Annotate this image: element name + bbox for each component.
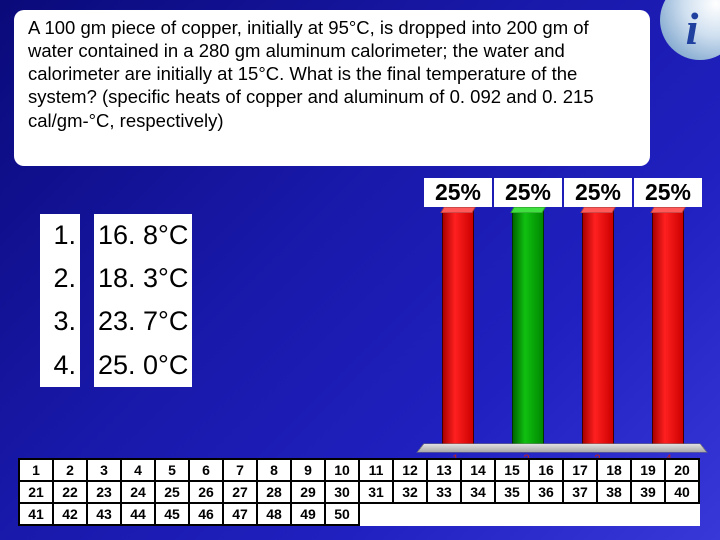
answer-number: 4. (40, 344, 80, 387)
grid-cell[interactable]: 15 (495, 459, 529, 481)
grid-cell (359, 503, 393, 525)
percent-label: 25% (634, 178, 702, 207)
percent-row: 25% 25% 25% 25% (424, 178, 704, 207)
grid-cell[interactable]: 40 (665, 481, 699, 503)
grid-cell[interactable]: 26 (189, 481, 223, 503)
grid-cell (393, 503, 427, 525)
grid-cell[interactable]: 48 (257, 503, 291, 525)
answer-value: 16. 8°C (94, 214, 192, 257)
grid-cell (529, 503, 563, 525)
answer-value: 23. 7°C (94, 300, 192, 343)
grid-cell[interactable]: 21 (19, 481, 53, 503)
chart-bar (582, 210, 614, 446)
grid-cell[interactable]: 10 (325, 459, 359, 481)
grid-cell (597, 503, 631, 525)
grid-cell[interactable]: 14 (461, 459, 495, 481)
answer-option[interactable]: 1. 16. 8°C (40, 214, 192, 257)
grid-cell[interactable]: 7 (223, 459, 257, 481)
grid-cell[interactable]: 50 (325, 503, 359, 525)
grid-cell[interactable]: 49 (291, 503, 325, 525)
percent-label: 25% (424, 178, 492, 207)
grid-cell[interactable]: 42 (53, 503, 87, 525)
grid-cell[interactable]: 5 (155, 459, 189, 481)
grid-cell (665, 503, 699, 525)
grid-cell (631, 503, 665, 525)
responder-grid: 1234567891011121314151617181920212223242… (18, 458, 700, 526)
grid-cell[interactable]: 8 (257, 459, 291, 481)
answer-list: 1. 16. 8°C 2. 18. 3°C 3. 23. 7°C 4. 25. … (40, 214, 192, 387)
answer-number: 2. (40, 257, 80, 300)
grid-cell[interactable]: 13 (427, 459, 461, 481)
grid-cell[interactable]: 1 (19, 459, 53, 481)
response-bar-chart: 1 2 3 4 (420, 206, 710, 464)
grid-cell (427, 503, 461, 525)
grid-cell[interactable]: 34 (461, 481, 495, 503)
chart-bar (512, 210, 544, 446)
grid-cell[interactable]: 27 (223, 481, 257, 503)
grid-cell[interactable]: 37 (563, 481, 597, 503)
grid-cell[interactable]: 24 (121, 481, 155, 503)
grid-cell[interactable]: 36 (529, 481, 563, 503)
grid-cell[interactable]: 45 (155, 503, 189, 525)
grid-cell (495, 503, 529, 525)
grid-cell[interactable]: 35 (495, 481, 529, 503)
grid-cell (461, 503, 495, 525)
info-icon-glyph: i (686, 2, 699, 55)
grid-cell[interactable]: 32 (393, 481, 427, 503)
grid-cell[interactable]: 4 (121, 459, 155, 481)
percent-label: 25% (564, 178, 632, 207)
slide: i A 100 gm piece of copper, initially at… (0, 0, 720, 540)
grid-cell[interactable]: 29 (291, 481, 325, 503)
grid-cell[interactable]: 44 (121, 503, 155, 525)
grid-cell[interactable]: 46 (189, 503, 223, 525)
grid-cell[interactable]: 19 (631, 459, 665, 481)
grid-cell[interactable]: 6 (189, 459, 223, 481)
grid-cell[interactable]: 17 (563, 459, 597, 481)
grid-cell[interactable]: 18 (597, 459, 631, 481)
grid-cell[interactable]: 9 (291, 459, 325, 481)
answer-number: 1. (40, 214, 80, 257)
answer-value: 25. 0°C (94, 344, 192, 387)
grid-cell[interactable]: 47 (223, 503, 257, 525)
grid-cell[interactable]: 11 (359, 459, 393, 481)
grid-cell[interactable]: 31 (359, 481, 393, 503)
answer-value: 18. 3°C (94, 257, 192, 300)
grid-cell[interactable]: 28 (257, 481, 291, 503)
answer-option[interactable]: 4. 25. 0°C (40, 344, 192, 387)
info-icon: i (660, 0, 720, 60)
grid-cell[interactable]: 2 (53, 459, 87, 481)
grid-cell[interactable]: 22 (53, 481, 87, 503)
percent-label: 25% (494, 178, 562, 207)
grid-cell[interactable]: 39 (631, 481, 665, 503)
grid-cell[interactable]: 3 (87, 459, 121, 481)
grid-cell[interactable]: 43 (87, 503, 121, 525)
question-text: A 100 gm piece of copper, initially at 9… (14, 10, 650, 166)
answer-number: 3. (40, 300, 80, 343)
grid-cell[interactable]: 30 (325, 481, 359, 503)
chart-bar (652, 210, 684, 446)
grid-cell[interactable]: 41 (19, 503, 53, 525)
answer-option[interactable]: 2. 18. 3°C (40, 257, 192, 300)
grid-cell[interactable]: 38 (597, 481, 631, 503)
chart-bar (442, 210, 474, 446)
grid-cell[interactable]: 12 (393, 459, 427, 481)
answer-option[interactable]: 3. 23. 7°C (40, 300, 192, 343)
grid-cell[interactable]: 20 (665, 459, 699, 481)
grid-cell[interactable]: 33 (427, 481, 461, 503)
grid-cell (563, 503, 597, 525)
grid-cell[interactable]: 16 (529, 459, 563, 481)
grid-cell[interactable]: 23 (87, 481, 121, 503)
grid-cell[interactable]: 25 (155, 481, 189, 503)
